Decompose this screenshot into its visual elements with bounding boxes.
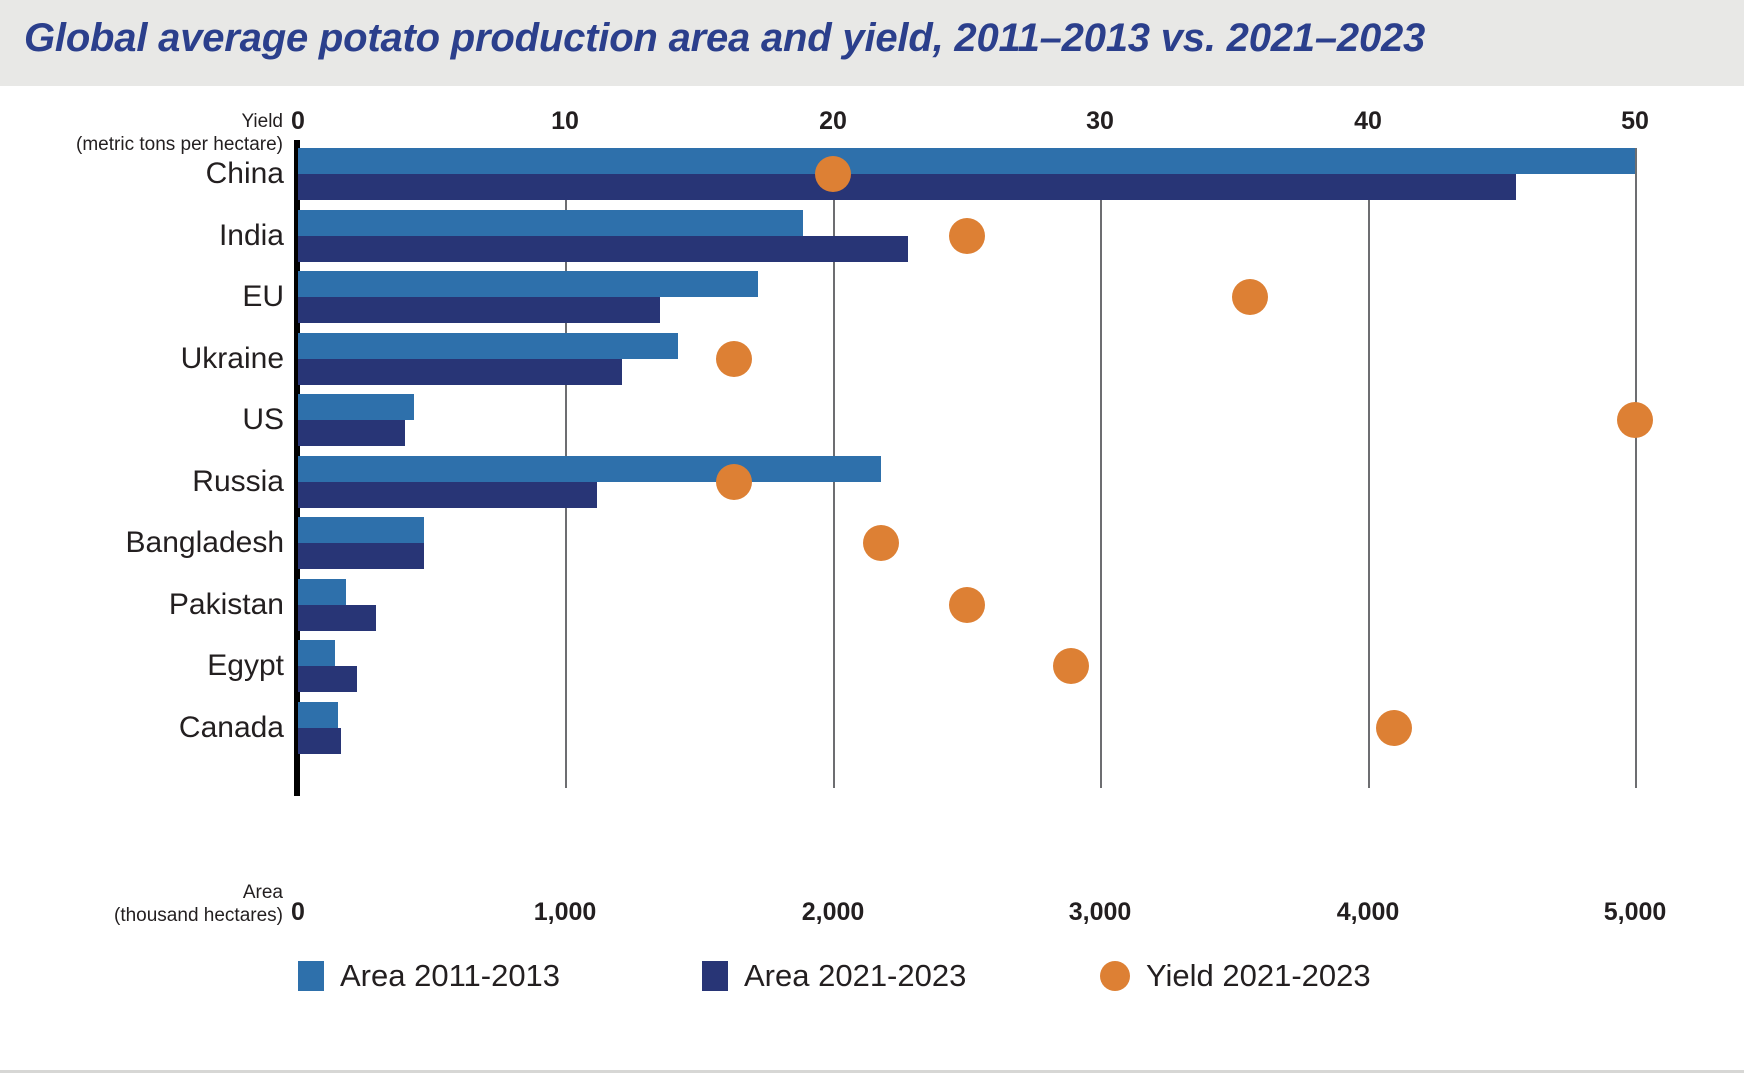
category-label-india: India: [218, 218, 284, 252]
bottom-tick-label: 4,000: [1336, 898, 1400, 926]
legend-square-icon: [298, 961, 324, 991]
legend-item-area-2011-2013[interactable]: Area 2011-2013: [298, 958, 560, 994]
bar-area-2011-2013-ukraine: [298, 332, 678, 359]
bar-area-2021-2023-canada: [298, 727, 341, 754]
bar-area-2021-2023-us: [298, 420, 405, 446]
category-label-eu: EU: [242, 280, 284, 313]
bar-area-2021-2023-egypt: [298, 666, 357, 692]
category-label-canada: Canada: [178, 710, 284, 744]
yield-dot-bangladesh: [862, 525, 899, 561]
yield-dot-china: [814, 156, 851, 192]
bar-area-2021-2023-eu: [298, 297, 661, 323]
bar-area-2011-2013-china: [298, 148, 1635, 174]
yield-dot-russia: [715, 463, 752, 500]
legend-item-area-2021-2023[interactable]: Area 2021-2023: [702, 958, 966, 994]
yield-axis-caption-line2: (metric tons per hectare): [76, 134, 283, 156]
legend-item-yield-2021-2023[interactable]: Yield 2021-2023: [1100, 958, 1371, 994]
page-title: Global average potato production area an…: [24, 16, 1426, 60]
title-band: Global average potato production area an…: [0, 0, 1744, 86]
bar-area-2011-2013-bangladesh: [298, 517, 424, 543]
yield-dot-india: [948, 217, 985, 254]
category-label-bangladesh: Bangladesh: [125, 526, 284, 559]
bottom-tick-label: 1,000: [533, 898, 597, 926]
yield-dot-canada: [1376, 709, 1413, 746]
yield-axis-caption: Yield (metric tons per hectare): [76, 110, 283, 156]
top-tick-label: 50: [1621, 107, 1649, 135]
top-tick-label: 10: [551, 107, 579, 135]
y-axis-line: [294, 140, 300, 796]
bar-area-2011-2013-india: [298, 209, 804, 236]
top-tick-label: 0: [291, 107, 305, 135]
bar-area-2021-2023-bangladesh: [298, 543, 424, 569]
bar-area-2011-2013-eu: [298, 271, 758, 297]
top-tick-label: 20: [819, 107, 847, 135]
bar-area-2011-2013-canada: [298, 701, 339, 728]
legend-label: Area 2011-2013: [340, 958, 561, 993]
legend-circle-icon: [1100, 961, 1130, 991]
bar-area-2021-2023-pakistan: [298, 604, 376, 631]
yield-dot-pakistan: [948, 586, 985, 623]
bottom-tick-label: 3,000: [1068, 898, 1132, 926]
category-label-pakistan: Pakistan: [168, 587, 284, 621]
yield-dot-us: [1617, 402, 1653, 438]
area-axis-caption-line1: Area: [242, 882, 283, 903]
category-label-russia: Russia: [192, 464, 284, 498]
legend-label: Area 2021-2023: [744, 958, 967, 993]
yield-dot-ukraine: [715, 340, 752, 377]
bottom-tick-label: 2,000: [801, 898, 865, 926]
bar-area-2021-2023-india: [298, 235, 908, 262]
bottom-divider: [0, 1070, 1744, 1073]
yield-axis-caption-line1: Yield: [241, 111, 283, 132]
bar-area-2011-2013-egypt: [298, 640, 336, 666]
bar-area-2011-2013-us: [298, 394, 415, 420]
yield-dot-egypt: [1052, 648, 1089, 684]
gridline: [1100, 148, 1102, 788]
bar-area-2021-2023-china: [298, 174, 1516, 200]
chart-plot-area: Yield (metric tons per hectare) Area (th…: [0, 86, 1744, 1078]
bar-area-2011-2013-russia: [298, 455, 881, 482]
category-label-china: China: [205, 157, 284, 190]
top-tick-label: 30: [1086, 107, 1114, 135]
legend-square-icon: [702, 961, 728, 991]
gridline: [1368, 148, 1370, 788]
bar-area-2021-2023-russia: [298, 481, 598, 508]
category-label-us: US: [242, 403, 284, 436]
area-axis-caption: Area (thousand hectares): [114, 881, 283, 927]
gridline: [1635, 148, 1637, 788]
bottom-tick-label: 5,000: [1603, 898, 1667, 926]
bar-area-2011-2013-pakistan: [298, 578, 347, 605]
top-tick-label: 40: [1354, 107, 1382, 135]
bar-area-2021-2023-ukraine: [298, 358, 622, 385]
area-axis-caption-line2: (thousand hectares): [114, 905, 283, 927]
legend-label: Yield 2021-2023: [1146, 958, 1371, 993]
category-label-ukraine: Ukraine: [180, 341, 284, 375]
yield-dot-eu: [1231, 279, 1268, 315]
category-label-egypt: Egypt: [207, 649, 284, 682]
bottom-tick-label: 0: [291, 898, 305, 926]
